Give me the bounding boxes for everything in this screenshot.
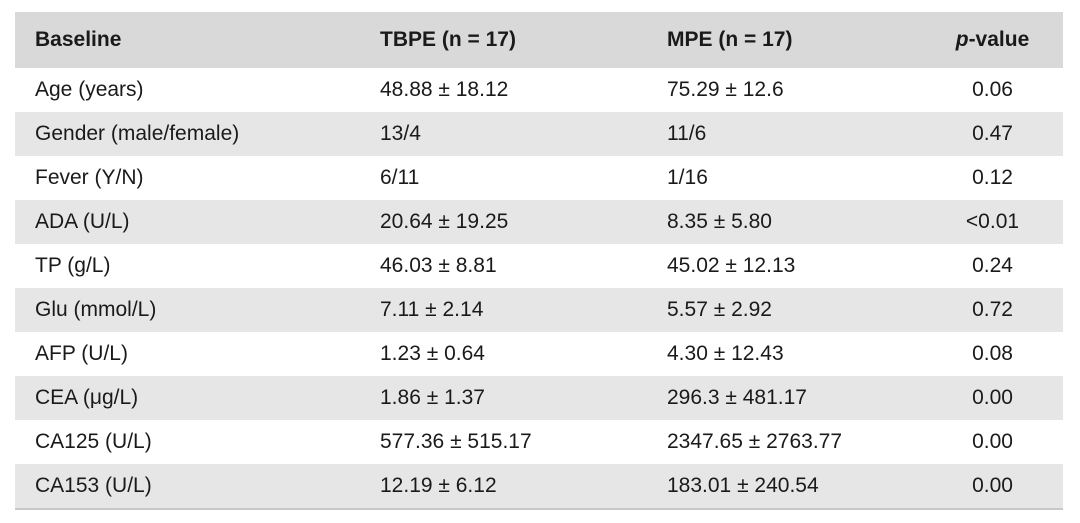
table-row: CEA (μg/L) 1.86 ± 1.37 296.3 ± 481.17 0.… bbox=[15, 376, 1063, 420]
cell-mpe: 2347.65 ± 2763.77 bbox=[667, 430, 843, 453]
table-bottom-rule bbox=[15, 508, 1063, 510]
cell-tbpe: 46.03 ± 8.81 bbox=[380, 254, 497, 277]
cell-p-value: <0.01 bbox=[965, 210, 1020, 233]
cell-baseline: Glu (mmol/L) bbox=[35, 298, 157, 321]
table-row: CA153 (U/L) 12.19 ± 6.12 183.01 ± 240.54… bbox=[15, 464, 1063, 508]
table-body: Age (years) 48.88 ± 18.12 75.29 ± 12.6 0… bbox=[15, 68, 1063, 508]
cell-mpe: 8.35 ± 5.80 bbox=[667, 210, 772, 233]
cell-mpe: 183.01 ± 240.54 bbox=[667, 474, 819, 497]
table-row: TP (g/L) 46.03 ± 8.81 45.02 ± 12.13 0.24 bbox=[15, 244, 1063, 288]
cell-p-value: 0.00 bbox=[972, 386, 1013, 409]
cell-mpe: 4.30 ± 12.43 bbox=[667, 342, 784, 365]
cell-baseline: CA125 (U/L) bbox=[35, 430, 152, 453]
cell-p-value: 0.72 bbox=[972, 298, 1013, 321]
cell-p-value: 0.00 bbox=[972, 474, 1013, 497]
cell-p-value: 0.24 bbox=[972, 254, 1013, 277]
header-tbpe: TBPE (n = 17) bbox=[380, 28, 516, 51]
cell-tbpe: 20.64 ± 19.25 bbox=[380, 210, 509, 233]
table-row: CA125 (U/L) 577.36 ± 515.17 2347.65 ± 27… bbox=[15, 420, 1063, 464]
header-row: Baseline TBPE (n = 17) MPE (n = 17) p-va… bbox=[15, 12, 1063, 68]
cell-tbpe: 1.23 ± 0.64 bbox=[380, 342, 485, 365]
table-row: AFP (U/L) 1.23 ± 0.64 4.30 ± 12.43 0.08 bbox=[15, 332, 1063, 376]
cell-baseline: AFP (U/L) bbox=[35, 342, 128, 365]
cell-baseline: Age (years) bbox=[35, 78, 144, 101]
cell-tbpe: 6/11 bbox=[380, 166, 420, 189]
cell-mpe: 11/6 bbox=[667, 122, 707, 145]
cell-tbpe: 48.88 ± 18.12 bbox=[380, 78, 509, 101]
cell-p-value: 0.47 bbox=[972, 122, 1013, 145]
cell-mpe: 75.29 ± 12.6 bbox=[667, 78, 784, 101]
cell-mpe: 296.3 ± 481.17 bbox=[667, 386, 807, 409]
table-row: ADA (U/L) 20.64 ± 19.25 8.35 ± 5.80 <0.0… bbox=[15, 200, 1063, 244]
cell-baseline: ADA (U/L) bbox=[35, 210, 130, 233]
cell-mpe: 5.57 ± 2.92 bbox=[667, 298, 772, 321]
cell-baseline: Gender (male/female) bbox=[35, 122, 240, 145]
cell-tbpe: 577.36 ± 515.17 bbox=[380, 430, 532, 453]
cell-tbpe: 1.86 ± 1.37 bbox=[380, 386, 485, 409]
cell-tbpe: 13/4 bbox=[380, 122, 421, 145]
table-row: Age (years) 48.88 ± 18.12 75.29 ± 12.6 0… bbox=[15, 68, 1063, 112]
cell-baseline: Fever (Y/N) bbox=[35, 166, 144, 189]
table-row: Fever (Y/N) 6/11 1/16 0.12 bbox=[15, 156, 1063, 200]
cell-tbpe: 12.19 ± 6.12 bbox=[380, 474, 497, 497]
cell-mpe: 1/16 bbox=[667, 166, 708, 189]
cell-p-value: 0.08 bbox=[972, 342, 1013, 365]
baseline-table: Baseline TBPE (n = 17) MPE (n = 17) p-va… bbox=[15, 12, 1063, 510]
cell-p-value: 0.06 bbox=[972, 78, 1013, 101]
cell-p-value: 0.00 bbox=[972, 430, 1013, 453]
header-mpe: MPE (n = 17) bbox=[667, 28, 793, 51]
cell-tbpe: 7.11 ± 2.14 bbox=[380, 298, 484, 321]
header-p-value: p-value bbox=[922, 12, 1063, 68]
header-p-suffix: -value bbox=[968, 28, 1030, 51]
header-baseline: Baseline bbox=[35, 28, 122, 51]
header-p-italic: p bbox=[955, 28, 969, 51]
table-row: Glu (mmol/L) 7.11 ± 2.14 5.57 ± 2.92 0.7… bbox=[15, 288, 1063, 332]
cell-mpe: 45.02 ± 12.13 bbox=[667, 254, 796, 277]
cell-baseline: CEA (μg/L) bbox=[35, 386, 139, 409]
data-table: Baseline TBPE (n = 17) MPE (n = 17) p-va… bbox=[15, 12, 1063, 508]
cell-p-value: 0.12 bbox=[972, 166, 1013, 189]
cell-baseline: CA153 (U/L) bbox=[35, 474, 152, 497]
cell-baseline: TP (g/L) bbox=[35, 254, 111, 277]
table-row: Gender (male/female) 13/4 11/6 0.47 bbox=[15, 112, 1063, 156]
table-header: Baseline TBPE (n = 17) MPE (n = 17) p-va… bbox=[15, 12, 1063, 68]
